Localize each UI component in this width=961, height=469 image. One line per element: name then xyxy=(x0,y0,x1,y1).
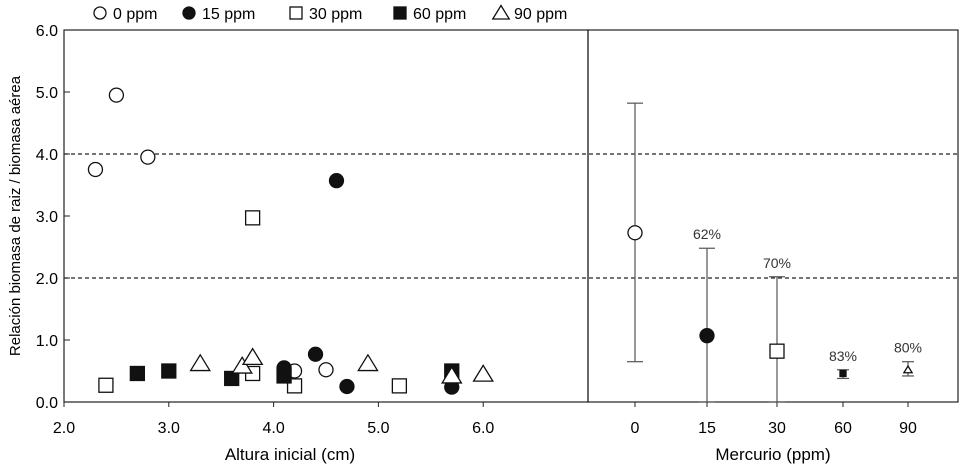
data-point-30-ppm xyxy=(244,210,261,226)
reference-lines xyxy=(64,153,958,279)
mean-point-60 xyxy=(839,369,847,378)
data-point-15-ppm xyxy=(307,346,324,362)
data-point-30-ppm xyxy=(98,377,114,393)
mean-point-0 xyxy=(627,225,643,241)
legend-marker-60-ppm xyxy=(393,6,407,20)
x-tick-label: 5.0 xyxy=(367,420,389,437)
data-point-60-ppm xyxy=(224,370,240,387)
mean-point-90 xyxy=(902,364,914,374)
legend-label: 15 ppm xyxy=(202,6,255,23)
y-tick-label: 2.0 xyxy=(36,271,58,288)
data-point-15-ppm xyxy=(339,378,355,395)
x-tick-label: 60 xyxy=(834,420,852,437)
x-tick-label: 6.0 xyxy=(472,420,494,437)
percent-label: 70% xyxy=(763,255,791,271)
legend-label: 90 ppm xyxy=(514,6,567,23)
x-tick-label: 15 xyxy=(698,420,716,437)
x-tick-label: 30 xyxy=(768,420,786,437)
y-tick-label: 5.0 xyxy=(36,85,58,102)
data-point-60-ppm xyxy=(161,363,177,379)
legend: 0 ppm 15 ppm 30 ppm 60 ppm 90 ppm xyxy=(93,4,567,23)
legend-label: 60 ppm xyxy=(413,6,466,23)
y-axis: 0.0 1.0 2.0 3.0 4.0 5.0 6.0 xyxy=(36,23,70,412)
data-point-90-ppm xyxy=(357,353,379,372)
x-axis-label-right: Mercurio (ppm) xyxy=(715,445,830,464)
legend-marker-0-ppm xyxy=(93,6,107,20)
x-tick-label: 4.0 xyxy=(262,420,284,437)
data-point-0-ppm xyxy=(318,362,334,378)
y-tick-label: 4.0 xyxy=(36,147,58,164)
percent-label: 62% xyxy=(693,226,721,242)
x-tick-label: 0 xyxy=(631,420,640,437)
y-axis-label: Relación biomasa de raiz / biomasa aérea xyxy=(7,75,24,356)
legend-label: 0 ppm xyxy=(113,6,157,23)
legend-marker-90-ppm xyxy=(491,4,511,20)
data-point-90-ppm xyxy=(231,356,253,374)
y-tick-label: 3.0 xyxy=(36,209,58,226)
legend-label: 30 ppm xyxy=(309,6,362,23)
y-tick-label: 6.0 xyxy=(36,23,58,40)
data-point-90-ppm xyxy=(241,347,264,366)
legend-marker-15-ppm xyxy=(182,6,196,20)
x-axis-left: 2.0 3.0 4.0 5.0 6.0 xyxy=(53,402,494,437)
data-point-90-ppm xyxy=(472,364,494,382)
data-point-60-ppm xyxy=(129,365,146,382)
data-point-90-ppm xyxy=(189,353,212,372)
left-plot-frame xyxy=(63,29,589,403)
scatter-points xyxy=(87,87,494,395)
data-point-15-ppm xyxy=(328,173,345,189)
legend-marker-30-ppm xyxy=(289,6,303,20)
data-point-0-ppm xyxy=(108,87,125,103)
data-point-60-ppm xyxy=(276,368,292,384)
data-point-0-ppm xyxy=(87,161,104,178)
x-axis-label-left: Altura inicial (cm) xyxy=(225,445,355,464)
mean-points: 62% 70% 83% 80% xyxy=(627,102,922,403)
percent-label: 80% xyxy=(894,340,922,356)
percent-label: 83% xyxy=(829,348,857,364)
mean-point-15 xyxy=(699,328,715,344)
data-point-0-ppm xyxy=(140,149,156,165)
x-axis-right: 0 15 30 60 90 xyxy=(631,402,917,437)
data-point-90-ppm xyxy=(440,365,463,384)
x-tick-label: 90 xyxy=(899,420,917,437)
data-point-30-ppm xyxy=(391,378,408,394)
y-tick-label: 0.0 xyxy=(36,395,58,412)
x-tick-label: 2.0 xyxy=(53,420,75,437)
mean-point-30 xyxy=(769,343,785,359)
x-tick-label: 3.0 xyxy=(158,420,180,437)
y-tick-label: 1.0 xyxy=(36,333,58,350)
